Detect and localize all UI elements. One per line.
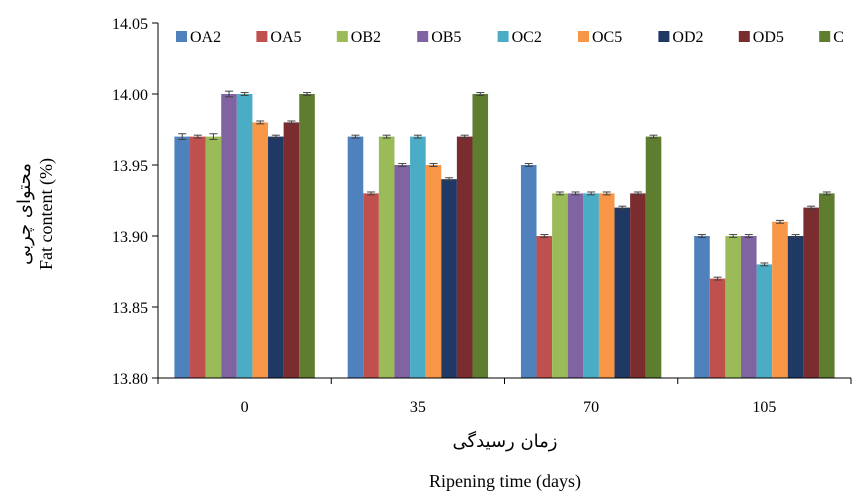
bar-ob2-70 [552,193,568,378]
bar-oa5-35 [363,193,379,378]
legend-swatch-ob2 [336,31,348,42]
bar-oc5-105 [772,221,788,378]
legend-label-od5: OD5 [753,29,784,46]
bar-od5-70 [630,193,646,378]
bar-od2-70 [614,207,631,378]
legend-swatch-oa2 [176,31,187,42]
bar-oa2-35 [347,136,364,378]
bar-c-70 [645,136,662,378]
legend-swatch-c [819,31,831,42]
bar-oa2-0 [174,136,191,378]
legend-label-oc2: OC2 [512,29,542,46]
bar-ob5-0 [221,94,237,378]
bar-od2-35 [441,179,457,378]
legend-swatch-oc2 [497,31,509,42]
bar-oa2-105 [694,236,710,378]
bar-oa5-70 [536,236,553,378]
bar-ob2-35 [378,136,395,378]
y-axis-title-fa: محتوای چربی [14,163,35,265]
y-tick-label: 13.85 [112,300,148,317]
y-tick-label: 14.00 [112,87,148,104]
bar-od5-35 [456,136,473,378]
y-tick-label: 13.95 [112,158,148,175]
bar-od2-105 [787,236,804,378]
bar-series-group [174,90,835,379]
bar-oa5-0 [190,136,206,378]
bar-c-105 [818,193,835,378]
y-axis-title: Fat content (%) [36,158,57,270]
bar-oc2-70 [583,193,599,378]
bar-od2-0 [268,136,284,378]
legend-swatch-oa5 [256,31,268,42]
legend-label-ob5: OB5 [431,29,461,46]
x-tick-label: 70 [583,399,599,416]
legend-label-c: C [833,29,844,46]
x-tick-label: 105 [752,399,776,416]
legend: OA2 OA5 OB2 OB5 OC2 OC5 OD2 OD5 C [176,29,844,46]
bar-oc5-70 [598,193,615,378]
bar-oc2-105 [756,264,773,378]
legend-label-oa5: OA5 [270,29,301,46]
x-axis-title: Ripening time (days) [429,471,581,492]
bar-ob5-35 [394,165,411,378]
bar-oc5-35 [425,165,442,378]
y-axis-ticks: 13.80 13.85 13.90 13.95 14.00 14.05 [112,16,158,388]
bar-c-0 [299,94,315,378]
legend-swatch-ob5 [417,31,429,42]
x-tick-label: 35 [410,399,426,416]
x-axis-ticks: 0 35 70 105 [157,378,852,416]
x-tick-label: 0 [241,399,249,416]
legend-label-od2: OD2 [672,29,703,46]
bar-ob2-105 [725,236,741,378]
bar-oa5-105 [709,278,726,378]
legend-swatch-od2 [658,31,670,42]
legend-label-ob2: OB2 [351,29,381,46]
bar-ob5-105 [740,236,757,378]
legend-label-oc5: OC5 [592,29,622,46]
bar-oc2-0 [236,94,253,378]
bar-od5-0 [283,122,300,379]
legend-swatch-od5 [738,31,750,42]
bar-oc2-35 [410,136,426,378]
bar-od5-105 [803,207,819,378]
y-tick-label: 13.80 [112,371,148,388]
y-tick-label: 13.90 [112,229,148,246]
x-axis-title-fa: زمان رسیدگی [453,430,558,452]
bar-oc5-0 [252,122,269,379]
y-tick-label: 14.05 [112,16,148,33]
bar-ob5-70 [567,193,584,378]
legend-swatch-oc5 [578,31,589,42]
bar-c-35 [472,94,489,378]
y-axis-title-group: محتوای چربی Fat content (%) [14,158,57,270]
bar-oa2-70 [520,165,537,378]
bar-ob2-0 [205,136,222,378]
legend-label-oa2: OA2 [190,29,221,46]
